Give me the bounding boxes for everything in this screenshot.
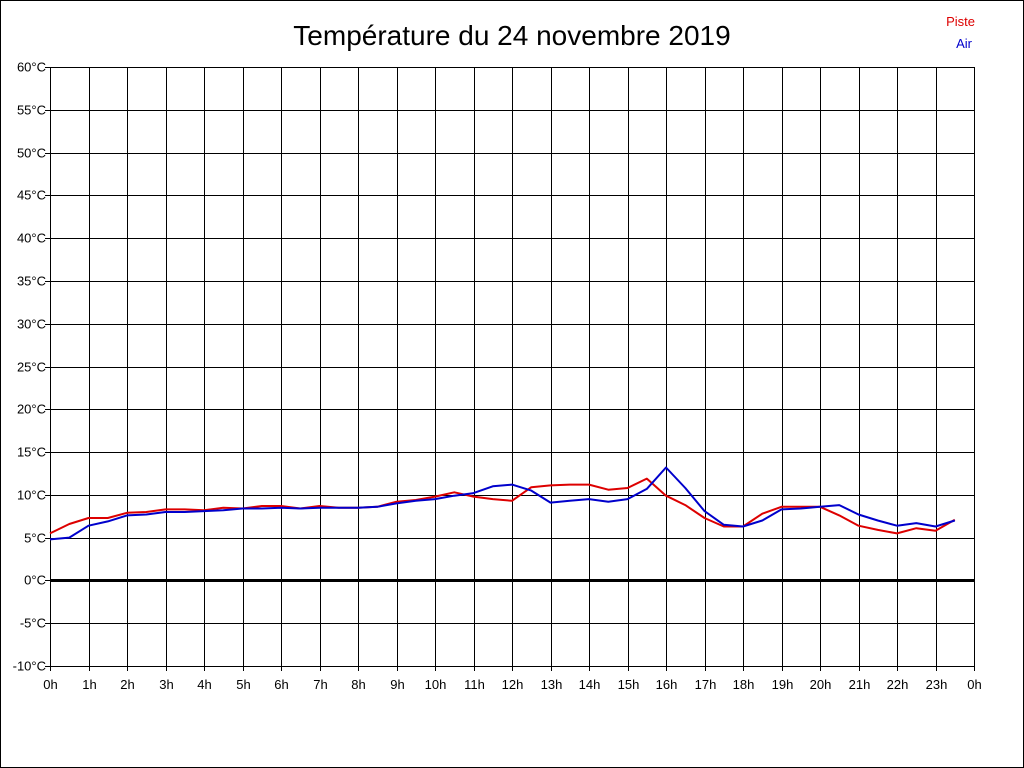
x-tick-label: 19h: [772, 677, 794, 692]
y-tick-label: 55°C: [17, 103, 46, 118]
x-tick-label: 18h: [733, 677, 755, 692]
x-tick-label: 7h: [313, 677, 327, 692]
series-lines: [49, 466, 956, 541]
legend-piste: Piste: [946, 14, 975, 29]
y-tick-label: 5°C: [24, 531, 46, 546]
y-tick-label: 20°C: [17, 402, 46, 417]
y-tick-label: 15°C: [17, 445, 46, 460]
x-tick-label: 23h: [926, 677, 948, 692]
x-tick-label: 11h: [464, 677, 485, 692]
y-tick-label: -5°C: [20, 616, 46, 631]
y-tick-label: 35°C: [17, 274, 46, 289]
x-tick-label: 12h: [502, 677, 524, 692]
series-line-air: [49, 466, 956, 541]
plot-area-border: [50, 67, 975, 667]
x-tick-label: 0h: [43, 677, 57, 692]
y-tick-label: 60°C: [17, 60, 46, 75]
x-tick-label: 9h: [390, 677, 404, 692]
y-tick-label: 45°C: [17, 188, 46, 203]
y-tick-label: 25°C: [17, 360, 46, 375]
x-tick-label: 0h: [967, 677, 981, 692]
x-tick-label: 2h: [120, 677, 134, 692]
series-line-piste: [49, 477, 956, 535]
x-tick-label: 6h: [274, 677, 288, 692]
x-tick-label: 15h: [618, 677, 640, 692]
horizontal-gridlines: [45, 67, 974, 667]
legend-air: Air: [956, 36, 973, 51]
x-tick-label: 21h: [849, 677, 871, 692]
x-tick-label: 14h: [579, 677, 601, 692]
x-tick-label: 10h: [425, 677, 447, 692]
y-tick-label: 30°C: [17, 317, 46, 332]
x-tick-label: 8h: [351, 677, 365, 692]
y-axis-ticks: 60°C 55°C 50°C 45°C 40°C 35°C 30°C 25°C 20°C 15°C…: [13, 60, 46, 674]
y-tick-label: 10°C: [17, 488, 46, 503]
x-tick-label: 5h: [236, 677, 250, 692]
x-tick-label: 1h: [82, 677, 96, 692]
x-tick-label: 16h: [656, 677, 678, 692]
y-tick-label: -10°C: [13, 659, 46, 674]
y-tick-label: 50°C: [17, 146, 46, 161]
x-tick-label: 3h: [159, 677, 173, 692]
chart-title: Température du 24 novembre 2019: [293, 20, 730, 51]
x-tick-label: 13h: [541, 677, 563, 692]
y-tick-label: 40°C: [17, 231, 46, 246]
x-tick-label: 22h: [887, 677, 909, 692]
x-axis-ticks: 0h 1h 2h 3h 4h 5h 6h 7h 8h 9h 10h 11h 12h 13h 14h 15h 16…: [43, 677, 981, 692]
x-tick-label: 4h: [197, 677, 211, 692]
x-tick-label: 20h: [810, 677, 832, 692]
x-tick-label: 17h: [695, 677, 717, 692]
y-tick-label: 0°C: [24, 573, 46, 588]
